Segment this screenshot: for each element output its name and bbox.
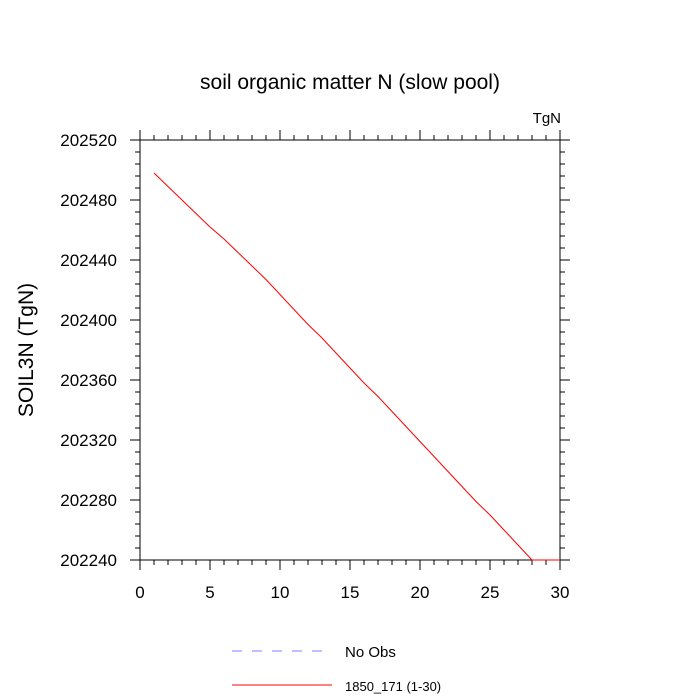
plot-frame <box>139 139 561 561</box>
x-tick-label: 5 <box>205 583 214 602</box>
units-label: TgN <box>533 110 561 127</box>
y-tick-label: 202320 <box>60 431 117 450</box>
y-tick-label: 202400 <box>60 311 117 330</box>
y-tick-label: 202480 <box>60 191 117 210</box>
legend-label-no-obs: No Obs <box>345 644 396 661</box>
x-tick-label: 0 <box>135 583 144 602</box>
x-tick-label: 10 <box>271 583 290 602</box>
series-lines <box>153 172 560 561</box>
x-tick-label: 20 <box>411 583 430 602</box>
y-tick-label: 202360 <box>60 371 117 390</box>
legend: No Obs 1850_171 (1-30) <box>232 644 441 694</box>
x-tick-label: 30 <box>551 583 570 602</box>
y-tick-labels: 202240 202280 202320 202360 202400 202440 2024… <box>60 131 117 570</box>
legend-label-1850-171: 1850_171 (1-30) <box>345 679 441 694</box>
x-tick-labels: 0 5 10 15 20 25 30 <box>135 583 569 602</box>
y-tick-label: 202280 <box>60 491 117 510</box>
axis-ticks <box>130 130 570 570</box>
y-tick-label: 202440 <box>60 251 117 270</box>
y-axis-title: SOIL3N (TgN) <box>15 283 38 417</box>
y-tick-label: 202520 <box>60 131 117 150</box>
x-tick-label: 25 <box>481 583 500 602</box>
y-tick-label: 202240 <box>60 551 117 570</box>
chart-title: soil organic matter N (slow pool) <box>200 71 500 94</box>
x-tick-label: 15 <box>341 583 360 602</box>
series-line-1 <box>153 172 560 561</box>
